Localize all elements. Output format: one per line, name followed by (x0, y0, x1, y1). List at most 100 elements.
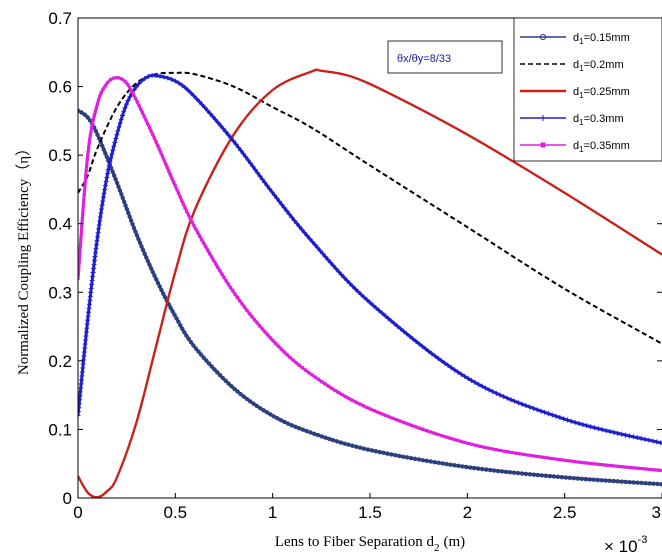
series-marker-3 (88, 289, 94, 295)
series-marker-3 (97, 214, 103, 220)
series-marker-3 (127, 94, 133, 100)
series-marker-0 (559, 474, 564, 480)
series-marker-3 (455, 369, 461, 375)
series-marker-3 (580, 422, 586, 428)
series-marker-3 (281, 205, 287, 211)
series-marker-4 (451, 437, 455, 441)
series-marker-4 (250, 314, 254, 319)
series-marker-4 (185, 209, 189, 213)
series-marker-3 (469, 377, 475, 383)
series-marker-3 (572, 419, 578, 425)
series-marker-4 (297, 363, 301, 367)
legend-label-3: d1=0.3mm (573, 113, 624, 127)
series-marker-3 (534, 407, 540, 413)
series-marker-3 (607, 429, 613, 435)
series-marker-3 (259, 176, 265, 182)
series-marker-4 (208, 251, 212, 256)
series-marker-3 (320, 251, 326, 257)
series-marker-0 (432, 459, 437, 465)
series-marker-3 (626, 433, 632, 439)
series-marker-0 (93, 128, 99, 134)
series-marker-3 (416, 341, 422, 347)
series-marker-4 (379, 412, 384, 416)
series-marker-3 (576, 421, 582, 427)
series-marker-3 (486, 387, 492, 393)
series-marker-3 (472, 379, 478, 385)
series-marker-4 (170, 176, 174, 181)
series-marker-3 (294, 221, 300, 226)
series-marker-3 (238, 147, 244, 153)
series-marker-0 (338, 440, 344, 445)
legend-label-main: d (573, 32, 579, 44)
series-marker-4 (387, 415, 391, 419)
series-marker-4 (529, 453, 533, 458)
series-marker-4 (78, 257, 82, 261)
series-marker-3 (115, 128, 121, 134)
series-marker-3 (104, 175, 110, 181)
series-marker-3 (191, 93, 197, 99)
series-marker-0 (268, 412, 273, 417)
series-marker-3 (595, 426, 601, 432)
series-marker-4 (190, 220, 194, 224)
series-marker-3 (267, 186, 273, 192)
series-marker-4 (330, 386, 334, 390)
series-marker-4 (361, 404, 365, 408)
series-marker-0 (535, 472, 541, 478)
series-marker-4 (537, 455, 541, 459)
series-marker-0 (361, 446, 367, 451)
series-marker-4 (279, 347, 283, 351)
series-marker-0 (184, 333, 189, 338)
series-marker-4 (406, 422, 410, 426)
series-marker-3 (504, 395, 510, 401)
series-marker-0 (599, 478, 604, 483)
series-marker-0 (289, 423, 294, 428)
series-marker-0 (188, 340, 194, 345)
x-tick-label: 2.5 (553, 503, 577, 522)
series-marker-4 (120, 77, 124, 81)
series-marker-4 (263, 330, 267, 334)
series-marker-0 (579, 476, 584, 482)
series-marker-4 (80, 217, 84, 221)
series-marker-4 (260, 327, 264, 331)
series-marker-4 (84, 169, 88, 173)
series-marker-0 (483, 467, 489, 472)
series-marker-3 (96, 226, 102, 232)
series-marker-4 (300, 366, 304, 370)
series-marker-4 (629, 465, 633, 470)
legend-marker-0 (539, 33, 547, 41)
series-marker-0 (551, 474, 557, 479)
series-marker-4 (188, 216, 192, 221)
series-marker-4 (78, 253, 82, 257)
series-marker-3 (99, 202, 105, 208)
series-marker-3 (194, 96, 200, 102)
series-marker-3 (204, 108, 210, 114)
series-marker-0 (507, 470, 513, 475)
series-marker-3 (588, 424, 594, 430)
series-marker-3 (122, 105, 128, 111)
series-marker-0 (127, 214, 132, 219)
series-marker-4 (307, 370, 311, 375)
series-marker-4 (354, 400, 358, 404)
series-marker-4 (224, 279, 228, 283)
legend-label-main: d (573, 59, 579, 71)
series-marker-0 (113, 177, 118, 182)
series-marker-4 (130, 89, 134, 93)
series-marker-3 (382, 313, 388, 319)
legend-label-4: d1=0.35mm (573, 140, 630, 154)
series-marker-4 (96, 98, 101, 102)
series-marker-4 (162, 158, 166, 162)
series-marker-4 (81, 201, 86, 205)
series-marker-3 (619, 431, 625, 437)
series-marker-4 (192, 223, 196, 228)
series-marker-4 (220, 272, 224, 276)
series-marker-3 (100, 198, 106, 204)
series-marker-4 (424, 429, 429, 433)
series-marker-4 (173, 184, 177, 188)
series-marker-4 (652, 468, 657, 472)
series-marker-4 (440, 434, 444, 438)
series-marker-3 (105, 171, 111, 177)
annotation-box: θx/θy=8/33 (387, 40, 503, 74)
series-marker-4 (641, 467, 645, 471)
series-marker-3 (546, 411, 552, 417)
